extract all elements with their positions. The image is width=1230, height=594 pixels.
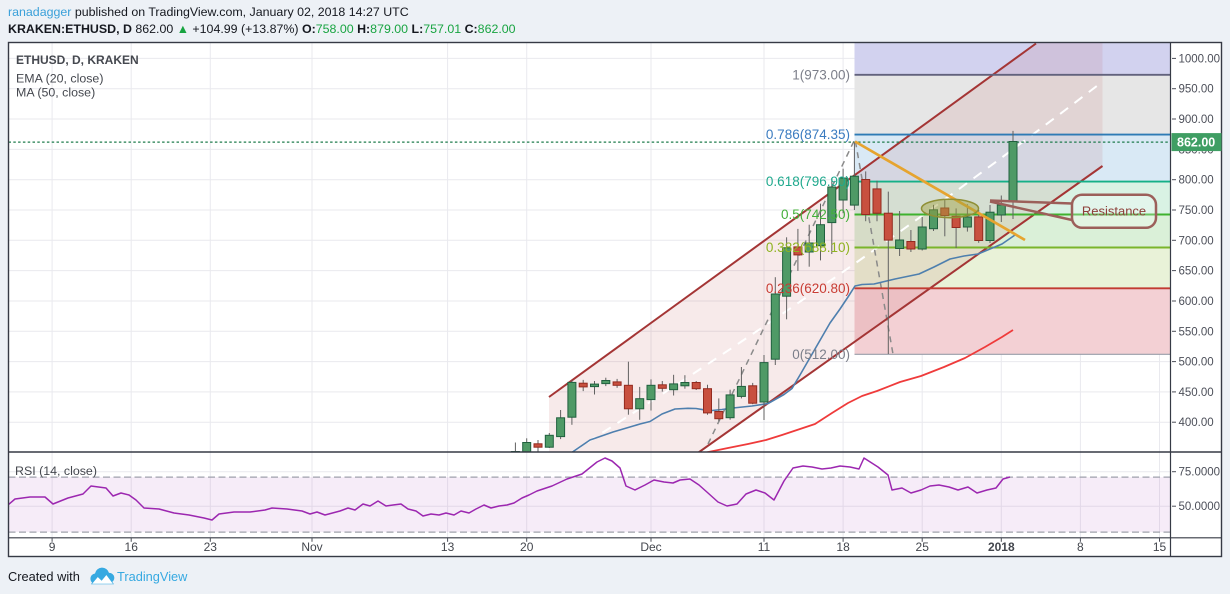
svg-text:25: 25 xyxy=(916,540,930,554)
svg-text:23: 23 xyxy=(204,540,218,554)
svg-text:0(512.00): 0(512.00) xyxy=(792,347,850,362)
svg-text:0.786(874.35): 0.786(874.35) xyxy=(766,127,850,142)
svg-text:13: 13 xyxy=(441,540,455,554)
svg-text:862.00: 862.00 xyxy=(1177,136,1215,150)
svg-text:8: 8 xyxy=(1077,540,1084,554)
svg-text:Created with: Created with xyxy=(8,569,80,584)
svg-text:400.00: 400.00 xyxy=(1179,417,1214,429)
svg-text:2018: 2018 xyxy=(988,540,1015,554)
svg-text:900.00: 900.00 xyxy=(1179,114,1214,126)
svg-text:20: 20 xyxy=(520,540,534,554)
svg-text:Resistance: Resistance xyxy=(1082,204,1146,219)
svg-text:15: 15 xyxy=(1153,540,1167,554)
svg-text:11: 11 xyxy=(758,540,771,554)
svg-text:0.382(688.10): 0.382(688.10) xyxy=(766,240,850,255)
svg-text:0.618(796.90): 0.618(796.90) xyxy=(766,174,850,189)
svg-text:800.00: 800.00 xyxy=(1179,175,1214,187)
svg-text:1000.00: 1000.00 xyxy=(1179,53,1221,65)
svg-text:MA (50, close): MA (50, close) xyxy=(16,86,95,100)
svg-text:TradingView: TradingView xyxy=(117,569,188,584)
svg-text:16: 16 xyxy=(125,540,139,554)
svg-text:0.5(742.50): 0.5(742.50) xyxy=(781,207,850,222)
svg-text:KRAKEN:ETHUSD, D 862.00 ▲ +10: KRAKEN:ETHUSD, D 862.00 ▲ +104.99 (+13.8… xyxy=(8,22,516,36)
svg-text:Nov: Nov xyxy=(301,540,322,554)
svg-text:1(973.00): 1(973.00) xyxy=(792,67,850,82)
svg-text:600.00: 600.00 xyxy=(1179,296,1214,308)
svg-text:18: 18 xyxy=(836,540,850,554)
svg-text:ranadagger published on Tradin: ranadagger published on TradingView.com,… xyxy=(8,5,409,19)
svg-text:EMA (20, close): EMA (20, close) xyxy=(16,72,103,86)
svg-text:750.00: 750.00 xyxy=(1179,205,1214,217)
svg-text:550.00: 550.00 xyxy=(1179,326,1214,338)
svg-text:650.00: 650.00 xyxy=(1179,266,1214,278)
svg-text:9: 9 xyxy=(49,540,56,554)
svg-text:75.0000: 75.0000 xyxy=(1179,467,1221,479)
svg-text:450.00: 450.00 xyxy=(1179,387,1214,399)
svg-text:Dec: Dec xyxy=(640,540,661,554)
svg-text:0.236(620.80): 0.236(620.80) xyxy=(766,281,850,296)
svg-text:950.00: 950.00 xyxy=(1179,84,1214,96)
svg-text:700.00: 700.00 xyxy=(1179,235,1214,247)
svg-text:50.0000: 50.0000 xyxy=(1179,501,1221,513)
svg-text:500.00: 500.00 xyxy=(1179,357,1214,369)
svg-text:ETHUSD, D, KRAKEN: ETHUSD, D, KRAKEN xyxy=(16,53,139,67)
svg-text:RSI (14, close): RSI (14, close) xyxy=(15,464,97,478)
